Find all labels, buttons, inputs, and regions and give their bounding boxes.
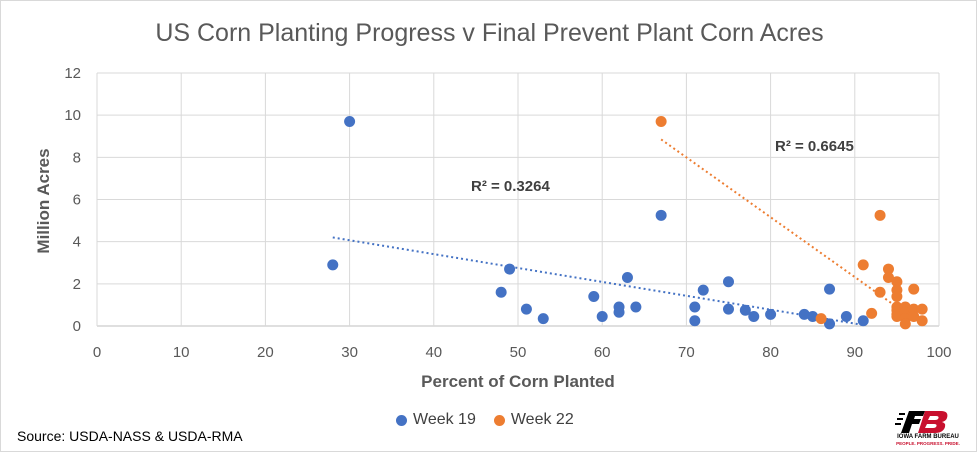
data-point	[807, 311, 819, 323]
data-point	[899, 318, 911, 330]
data-point	[857, 315, 869, 327]
data-point	[874, 286, 886, 298]
logo-tagline: PEOPLE. PROGRESS. PRIDE.	[896, 441, 960, 446]
data-point	[908, 283, 920, 295]
x-tick-label: 50	[510, 344, 527, 361]
data-point	[723, 276, 734, 288]
data-point	[655, 209, 667, 221]
data-point	[748, 311, 760, 323]
iowa-farm-bureau-logo: IOWA FARM BUREAU PEOPLE. PROGRESS. PRIDE…	[885, 409, 971, 449]
trendline-0	[332, 236, 864, 326]
x-tick-labels: 0 10 20 30 40 50 60 70 80 90 100	[93, 344, 952, 361]
data-point	[327, 259, 339, 271]
x-tick-label: 0	[93, 344, 101, 361]
legend-marker-week-22	[493, 414, 505, 426]
y-tick-label: 12	[64, 65, 81, 82]
x-tick-label: 40	[425, 344, 442, 361]
data-point	[866, 307, 878, 319]
r-squared-label-0: R² = 0.3264	[471, 178, 550, 195]
y-tick-label: 4	[73, 234, 81, 251]
data-point	[723, 303, 734, 315]
y-axis-label: Million Acres	[34, 148, 53, 253]
legend-item-week-19: Week 19	[396, 411, 476, 429]
r-squared-labels: R² = 0.3264 R² = 0.6645	[471, 138, 854, 195]
data-point	[891, 276, 903, 288]
data-points	[327, 115, 928, 330]
x-tick-label: 90	[846, 344, 863, 361]
y-tick-label: 8	[73, 149, 81, 166]
data-point	[824, 318, 836, 330]
x-tick-label: 100	[926, 344, 951, 361]
data-point	[908, 311, 920, 323]
data-point	[824, 283, 836, 295]
data-point	[655, 115, 667, 127]
x-tick-label: 20	[257, 344, 274, 361]
data-point	[596, 311, 608, 323]
data-point	[891, 311, 903, 323]
legend-item-week-22: Week 22	[493, 411, 574, 429]
x-tick-label: 30	[341, 344, 358, 361]
data-point	[697, 284, 709, 296]
x-tick-label: 10	[173, 344, 190, 361]
data-point	[588, 290, 600, 302]
y-tick-label: 10	[64, 107, 81, 124]
data-point	[613, 306, 625, 318]
data-point	[765, 308, 777, 320]
grid-lines	[96, 72, 940, 327]
x-tick-label: 60	[594, 344, 611, 361]
data-point	[815, 313, 827, 325]
data-point	[874, 209, 886, 221]
legend-marker-week-19	[396, 414, 407, 426]
data-point	[840, 311, 852, 323]
y-tick-labels: 0 2 4 6 8 10 12	[64, 65, 81, 335]
data-point	[798, 308, 810, 320]
data-point	[344, 115, 356, 127]
trendline-1	[660, 138, 923, 326]
data-point	[630, 301, 642, 313]
x-tick-label: 80	[762, 344, 779, 361]
logo-name: IOWA FARM BUREAU	[897, 434, 959, 440]
trendlines	[332, 138, 923, 326]
chart-title: US Corn Planting Progress v Final Preven…	[155, 19, 824, 47]
x-axis-label: Percent of Corn Planted	[421, 372, 615, 391]
y-tick-label: 6	[73, 192, 81, 209]
data-point	[882, 263, 894, 275]
data-point	[537, 313, 549, 325]
data-point	[857, 259, 869, 271]
r-squared-label-1: R² = 0.6645	[775, 138, 854, 155]
data-point	[520, 303, 532, 315]
data-point	[689, 301, 701, 313]
data-point	[495, 286, 507, 298]
data-point	[916, 303, 928, 315]
data-point	[882, 272, 894, 284]
data-point	[504, 263, 516, 275]
data-point	[891, 290, 903, 302]
data-point	[689, 315, 701, 327]
legend-label-week-19: Week 19	[413, 411, 476, 428]
data-point	[916, 315, 928, 327]
x-tick-label: 70	[678, 344, 695, 361]
y-tick-label: 2	[73, 276, 81, 293]
y-tick-label: 0	[73, 318, 81, 335]
data-point	[739, 304, 751, 316]
source-note: Source: USDA-NASS & USDA-RMA	[17, 428, 243, 444]
legend: Week 19 Week 22	[396, 411, 574, 429]
fb-logo-icon	[895, 411, 948, 433]
data-point	[621, 272, 633, 284]
legend-label-week-22: Week 22	[510, 411, 574, 428]
